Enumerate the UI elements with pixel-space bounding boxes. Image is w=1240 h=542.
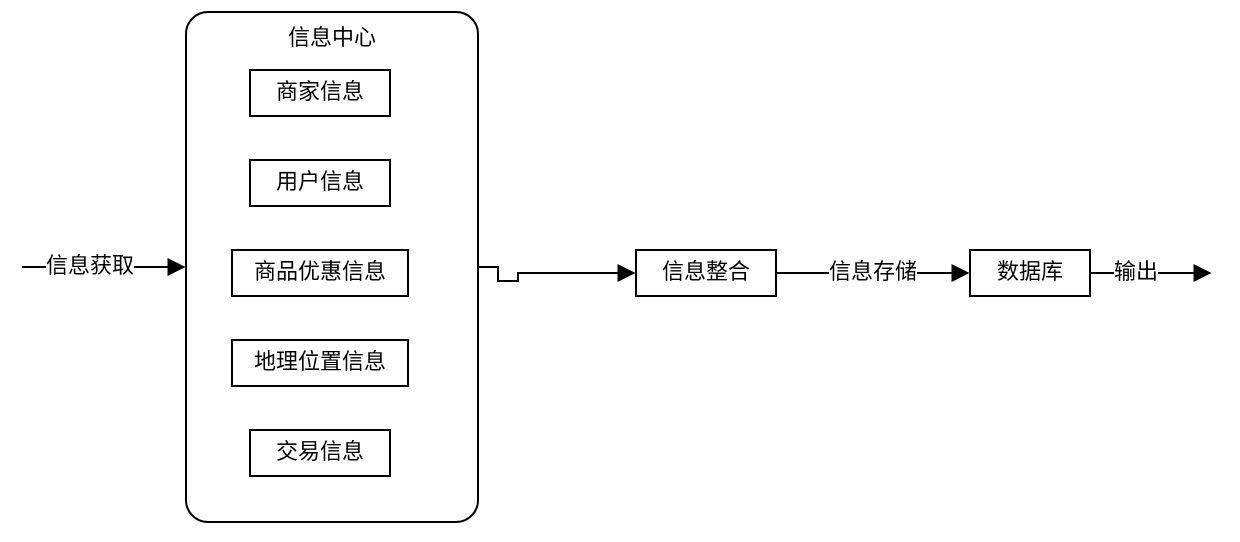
node-integrate: 信息整合 bbox=[636, 250, 776, 296]
info-center-item: 商家信息 bbox=[250, 70, 390, 116]
info-center-item-label: 地理位置信息 bbox=[254, 349, 386, 374]
edge-input-label: 信息获取 bbox=[46, 253, 134, 278]
node-database-label: 数据库 bbox=[997, 259, 1063, 284]
info-center-item: 地理位置信息 bbox=[232, 340, 408, 386]
node-integrate-label: 信息整合 bbox=[662, 259, 750, 284]
node-database: 数据库 bbox=[970, 250, 1090, 296]
info-center-item: 交易信息 bbox=[250, 430, 390, 476]
edge-output-label: 输出 bbox=[1114, 259, 1158, 284]
edge-storage-label: 信息存储 bbox=[829, 259, 917, 284]
info-center-item: 用户信息 bbox=[250, 160, 390, 206]
edge-center-to-integrate bbox=[478, 267, 634, 281]
info-center-title: 信息中心 bbox=[288, 25, 376, 50]
flow-diagram: 信息中心 商家信息用户信息商品优惠信息地理位置信息交易信息 信息整合 数据库 信… bbox=[0, 0, 1240, 542]
info-center-item-label: 交易信息 bbox=[276, 439, 364, 464]
info-center-item-label: 商品优惠信息 bbox=[254, 259, 386, 284]
info-center-item: 商品优惠信息 bbox=[232, 250, 408, 296]
info-center-item-label: 用户信息 bbox=[276, 169, 364, 194]
info-center-item-label: 商家信息 bbox=[276, 79, 364, 104]
